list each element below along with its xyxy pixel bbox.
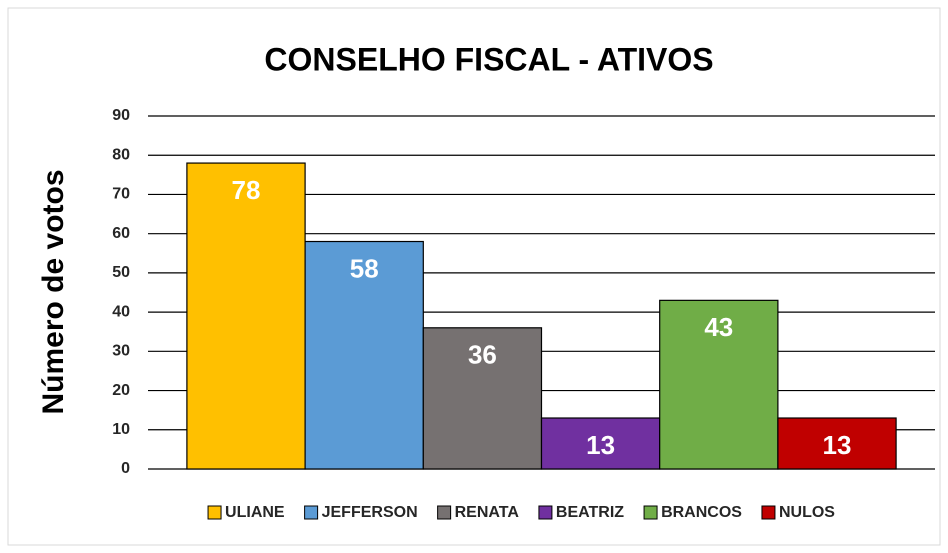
legend-swatch [207, 505, 222, 520]
data-label: 36 [468, 340, 497, 370]
data-label: 58 [350, 253, 379, 283]
y-tick-label: 30 [112, 343, 130, 360]
legend-label: BEATRIZ [556, 504, 624, 521]
y-tick-label: 10 [112, 421, 130, 438]
data-label: 43 [704, 312, 733, 342]
y-tick-label: 70 [112, 186, 130, 203]
legend-swatch [304, 505, 319, 520]
legend-swatch [437, 505, 452, 520]
legend-label: NULOS [779, 504, 835, 521]
bar [777, 417, 897, 470]
legend-label: RENATA [455, 504, 520, 521]
y-axis-title: Número de votos [37, 169, 70, 414]
data-label: 78 [232, 175, 261, 205]
legend-swatch [761, 505, 776, 520]
bar [304, 240, 424, 470]
legend-swatch [538, 505, 553, 520]
bar [540, 417, 661, 470]
bar [422, 327, 543, 470]
legend-label: ULIANE [225, 504, 285, 521]
chart-title: CONSELHO FISCAL - ATIVOS [264, 41, 713, 77]
data-label: 13 [823, 430, 852, 460]
legend-swatch [643, 505, 658, 520]
y-tick-label: 20 [112, 382, 130, 399]
data-label: 13 [586, 430, 615, 460]
y-tick-label: 50 [112, 264, 130, 281]
y-tick-label: 90 [112, 107, 130, 124]
bar [186, 162, 306, 470]
y-tick-label: 60 [112, 225, 130, 242]
y-tick-label: 80 [112, 146, 130, 163]
bar [659, 299, 779, 470]
y-tick-label: 0 [121, 460, 130, 477]
legend-label: JEFFERSON [322, 504, 418, 521]
y-tick-label: 40 [112, 303, 130, 320]
legend-label: BRANCOS [661, 504, 742, 521]
